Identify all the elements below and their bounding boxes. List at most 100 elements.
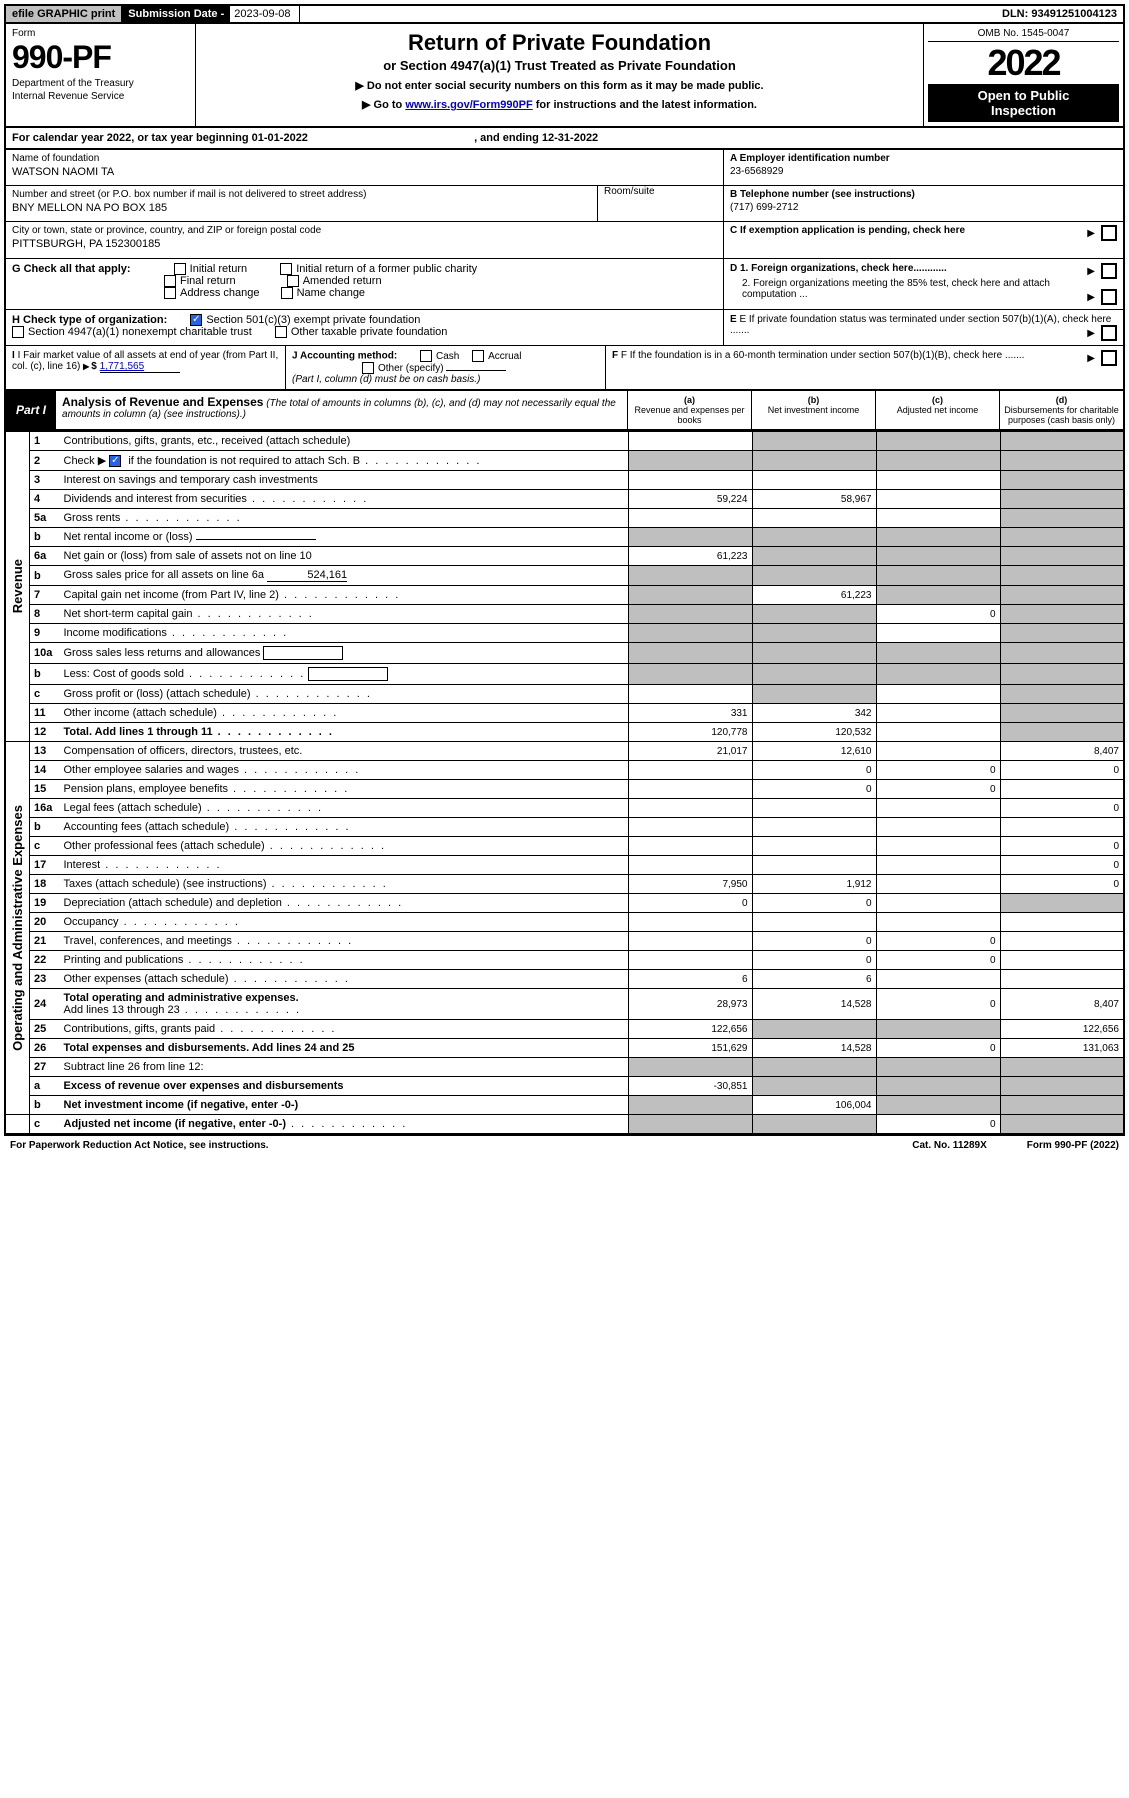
- row-4: 4Dividends and interest from securities5…: [5, 490, 1124, 509]
- other-method-checkbox[interactable]: [362, 362, 374, 374]
- section-g: G Check all that apply: Initial return I…: [6, 259, 723, 309]
- row-10a: 10aGross sales less returns and allowanc…: [5, 643, 1124, 664]
- ein-cell: A Employer identification number 23-6568…: [724, 150, 1123, 186]
- row-17: 17Interest0: [5, 856, 1124, 875]
- form-title: Return of Private Foundation: [202, 30, 917, 56]
- col-a-head: (a)Revenue and expenses per books: [627, 391, 751, 429]
- row-22: 22Printing and publications00: [5, 951, 1124, 970]
- section-h-row: H Check type of organization: Section 50…: [4, 310, 1125, 346]
- footer-left: For Paperwork Reduction Act Notice, see …: [10, 1140, 269, 1151]
- final-return-checkbox[interactable]: [164, 275, 176, 287]
- row-14: 14Other employee salaries and wages000: [5, 761, 1124, 780]
- submission-date: Submission Date - 2023-09-08: [121, 6, 299, 22]
- row-27: 27Subtract line 26 from line 12:: [5, 1058, 1124, 1077]
- accrual-checkbox[interactable]: [472, 350, 484, 362]
- row-16a: 16aLegal fees (attach schedule)0: [5, 799, 1124, 818]
- section-ijf-row: I I Fair market value of all assets at e…: [4, 346, 1125, 391]
- initial-former-checkbox[interactable]: [280, 263, 292, 275]
- tax-year: 2022: [928, 42, 1119, 84]
- terminated-checkbox[interactable]: [1101, 325, 1117, 341]
- calendar-year-row: For calendar year 2022, or tax year begi…: [4, 128, 1125, 150]
- org-info-left: Name of foundation WATSON NAOMI TA Numbe…: [6, 150, 723, 258]
- row-9: 9Income modifications: [5, 624, 1124, 643]
- row-20: 20Occupancy: [5, 913, 1124, 932]
- row-8: 8Net short-term capital gain0: [5, 605, 1124, 624]
- instr-1: ▶ Do not enter social security numbers o…: [202, 79, 917, 92]
- other-taxable-checkbox[interactable]: [275, 326, 287, 338]
- section-g-row: G Check all that apply: Initial return I…: [4, 259, 1125, 310]
- exemption-checkbox[interactable]: [1101, 225, 1117, 241]
- form-number: 990-PF: [12, 39, 189, 76]
- submission-date-value: 2023-09-08: [234, 8, 290, 20]
- row-25: 25Contributions, gifts, grants paid122,6…: [5, 1020, 1124, 1039]
- section-j: J Accounting method: Cash Accrual Other …: [286, 346, 606, 389]
- submission-date-label: Submission Date -: [122, 6, 230, 22]
- foundation-address: BNY MELLON NA PO BOX 185: [12, 202, 597, 214]
- 60month-checkbox[interactable]: [1101, 350, 1117, 366]
- org-info-right: A Employer identification number 23-6568…: [723, 150, 1123, 258]
- row-12: 12Total. Add lines 1 through 11120,77812…: [5, 723, 1124, 742]
- col-d-head: (d)Disbursements for charitable purposes…: [999, 391, 1123, 429]
- row-27c: cAdjusted net income (if negative, enter…: [5, 1115, 1124, 1135]
- ein-value: 23-6568929: [730, 166, 1117, 177]
- 501c3-checkbox[interactable]: [190, 314, 202, 326]
- name-change-checkbox[interactable]: [281, 287, 293, 299]
- efile-badge: efile GRAPHIC print: [6, 6, 121, 22]
- col-b-head: (b)Net investment income: [751, 391, 875, 429]
- 4947-checkbox[interactable]: [12, 326, 24, 338]
- row-6b: bGross sales price for all assets on lin…: [5, 566, 1124, 586]
- row-27b: bNet investment income (if negative, ent…: [5, 1096, 1124, 1115]
- part1-table: Revenue 1Contributions, gifts, grants, e…: [4, 431, 1125, 1135]
- exemption-pending-cell: C If exemption application is pending, c…: [724, 222, 1123, 258]
- form-subtitle: or Section 4947(a)(1) Trust Treated as P…: [202, 58, 917, 73]
- row-5a: 5aGross rents: [5, 509, 1124, 528]
- row-26: 26Total expenses and disbursements. Add …: [5, 1039, 1124, 1058]
- row-13: Operating and Administrative Expenses 13…: [5, 742, 1124, 761]
- row-10c: cGross profit or (loss) (attach schedule…: [5, 685, 1124, 704]
- address-change-checkbox[interactable]: [164, 287, 176, 299]
- initial-return-checkbox[interactable]: [174, 263, 186, 275]
- page-footer: For Paperwork Reduction Act Notice, see …: [4, 1135, 1125, 1155]
- foundation-name: WATSON NAOMI TA: [12, 166, 717, 178]
- cash-checkbox[interactable]: [420, 350, 432, 362]
- open-to-public: Open to PublicInspection: [928, 84, 1119, 122]
- row-3: 3Interest on savings and temporary cash …: [5, 471, 1124, 490]
- header-right: OMB No. 1545-0047 2022 Open to PublicIns…: [923, 24, 1123, 126]
- header-title-block: Return of Private Foundation or Section …: [196, 24, 923, 126]
- foreign-85-checkbox[interactable]: [1101, 289, 1117, 305]
- address-cell: Number and street (or P.O. box number if…: [6, 186, 723, 222]
- foreign-org-checkbox[interactable]: [1101, 263, 1117, 279]
- part1-label: Part I: [6, 391, 56, 429]
- row-16c: cOther professional fees (attach schedul…: [5, 837, 1124, 856]
- part1-description: Analysis of Revenue and Expenses (The to…: [56, 391, 627, 429]
- revenue-label: Revenue: [10, 559, 25, 613]
- form-word: Form: [12, 28, 189, 39]
- foundation-city: PITTSBURGH, PA 152300185: [12, 238, 717, 250]
- topbar: efile GRAPHIC print Submission Date - 20…: [4, 4, 1125, 24]
- irs-link[interactable]: www.irs.gov/Form990PF: [405, 99, 532, 111]
- org-info-block: Name of foundation WATSON NAOMI TA Numbe…: [4, 150, 1125, 259]
- row-15: 15Pension plans, employee benefits00: [5, 780, 1124, 799]
- section-d: D 1. Foreign organizations, check here..…: [723, 259, 1123, 309]
- row-2: 2Check ▶ if the foundation is not requir…: [5, 451, 1124, 471]
- phone-value: (717) 699-2712: [730, 202, 1117, 213]
- row-19: 19Depreciation (attach schedule) and dep…: [5, 894, 1124, 913]
- instr-2: ▶ Go to www.irs.gov/Form990PF for instru…: [202, 98, 917, 111]
- row-24: 24Total operating and administrative exp…: [5, 989, 1124, 1020]
- form-page: efile GRAPHIC print Submission Date - 20…: [0, 0, 1129, 1159]
- dept-treasury: Department of the Treasury: [12, 78, 189, 89]
- row-10b: bLess: Cost of goods sold: [5, 664, 1124, 685]
- section-h: H Check type of organization: Section 50…: [6, 310, 723, 345]
- section-e: E E If private foundation status was ter…: [723, 310, 1123, 345]
- oae-label: Operating and Administrative Expenses: [10, 805, 25, 1051]
- footer-cat: Cat. No. 11289X: [912, 1140, 986, 1151]
- topbar-left: efile GRAPHIC print Submission Date - 20…: [6, 6, 300, 22]
- amended-return-checkbox[interactable]: [287, 275, 299, 287]
- sch-b-checkbox[interactable]: [109, 455, 121, 467]
- dln: DLN: 93491251004123: [996, 6, 1123, 22]
- row-27a: aExcess of revenue over expenses and dis…: [5, 1077, 1124, 1096]
- col-c-head: (c)Adjusted net income: [875, 391, 999, 429]
- footer-form: Form 990-PF (2022): [1027, 1140, 1119, 1151]
- fmv-value: 1,771,565: [100, 361, 180, 373]
- section-i: I I Fair market value of all assets at e…: [6, 346, 286, 389]
